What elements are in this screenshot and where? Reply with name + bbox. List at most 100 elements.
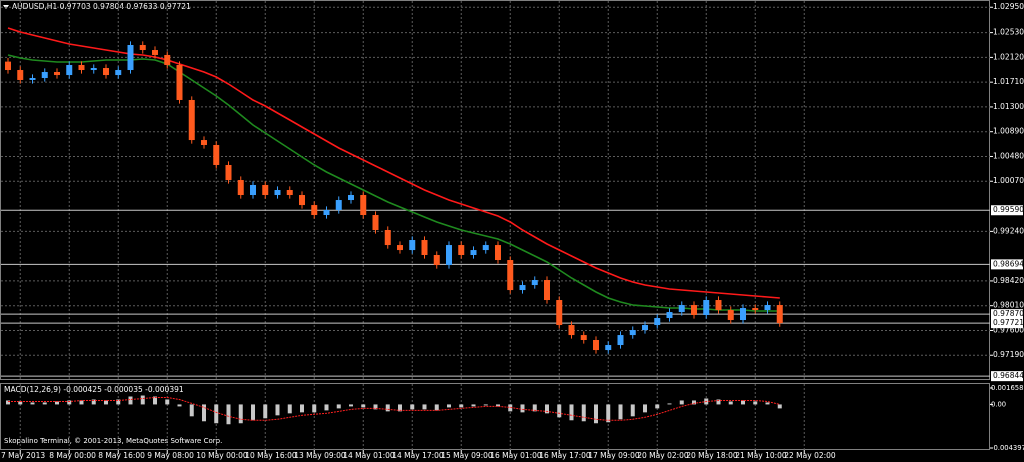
candle-body: [544, 280, 550, 301]
candle-body: [642, 325, 648, 331]
candle-body: [29, 77, 36, 80]
candle-body: [384, 229, 391, 246]
candle-body: [458, 245, 465, 256]
macd-bar: [569, 404, 574, 421]
candle-body: [482, 245, 489, 251]
candle-body: [764, 305, 771, 311]
candle-body: [17, 70, 24, 80]
macd-bar: [643, 404, 647, 413]
macd-bar: [618, 404, 623, 420]
y-tick-label: 0.97190: [993, 350, 1024, 359]
y-tick-label: 1.00070: [993, 176, 1024, 185]
x-tick-label: 20 May 02:00: [637, 451, 689, 460]
candle-body: [78, 65, 85, 71]
high-readout: 0.97804: [93, 2, 124, 11]
candle-body: [409, 240, 416, 251]
macd-bar: [471, 404, 476, 407]
candle-body: [446, 245, 452, 266]
y-tick-label: 0.001658: [991, 384, 1023, 392]
candle-body: [299, 195, 305, 206]
macd-bar: [422, 404, 427, 410]
x-tick-label: 10 May 00:00: [196, 451, 248, 460]
macd-bar: [128, 396, 133, 405]
macd-bar: [251, 404, 255, 421]
level-label-box: [991, 259, 1023, 270]
x-tick-label: 8 May 16:00: [98, 451, 145, 460]
candle-body: [433, 255, 440, 266]
macd-bar: [630, 404, 635, 417]
macd-bar: [692, 400, 696, 405]
candle-body: [188, 99, 195, 141]
candle-body: [507, 260, 514, 291]
candle-body: [164, 54, 171, 66]
macd-bar: [30, 402, 35, 405]
candle-body: [617, 335, 624, 346]
macd-bar: [336, 404, 341, 409]
macd-bar: [140, 395, 145, 405]
y-tick-label: 0.98010: [993, 301, 1024, 310]
y-tick-label: 1.01710: [993, 77, 1024, 86]
x-tick-label: 20 May 18:00: [686, 451, 738, 460]
x-tick-label: 14 May 01:00: [343, 451, 395, 460]
macd-bar: [238, 404, 243, 424]
candle-body: [470, 250, 477, 256]
candle-body: [691, 305, 697, 315]
macd-bar: [520, 404, 525, 413]
candle-body: [311, 205, 318, 216]
macd-bar: [18, 401, 23, 405]
candle-body: [629, 330, 636, 336]
candle-body: [666, 312, 673, 319]
level-label: 0.99590: [993, 205, 1024, 214]
macd-readout: -0.000425: [63, 385, 102, 394]
x-tick-label: 16 May 01:00: [490, 451, 542, 460]
candle-body: [66, 65, 73, 76]
level-label: 0.96844: [993, 371, 1024, 380]
macd-bar: [557, 404, 562, 418]
y-tick-label: 0.00: [991, 400, 1006, 408]
candle-body: [752, 308, 759, 311]
macd-header: MACD(12,26,9) -0.000425 -0.000035 -0.000…: [4, 385, 184, 394]
candle-body: [593, 340, 599, 351]
macd-bar: [655, 404, 660, 409]
macd-title: MACD(12,26,9): [4, 385, 61, 394]
macd-bar: [434, 404, 439, 411]
level-label-box: [991, 205, 1023, 216]
macd-bar: [606, 404, 611, 423]
macd-bar: [300, 404, 304, 413]
macd-bar: [177, 404, 182, 407]
candle-body: [568, 325, 575, 336]
level-label-box: [991, 318, 1023, 329]
macd-bar: [67, 400, 72, 405]
macd-bar: [447, 404, 451, 408]
candle-body: [776, 305, 783, 324]
candle-body: [41, 72, 48, 78]
macd-bar: [263, 404, 268, 419]
signal-line: [8, 397, 780, 421]
macd-bar: [189, 404, 194, 417]
macd-bar: [716, 399, 721, 405]
y-tick-label: 1.02950: [993, 2, 1024, 11]
x-tick-label: 22 May 02:00: [784, 451, 836, 460]
macd-bar: [214, 404, 219, 424]
candle-body: [421, 240, 428, 256]
y-tick-label: 1.00890: [993, 127, 1024, 136]
macd-bar: [6, 400, 10, 405]
y-tick-label: 0.97600: [993, 325, 1024, 334]
candle-body: [654, 318, 661, 326]
candle-body: [262, 184, 269, 196]
macd-bar: [373, 404, 378, 410]
x-tick-label: 17 May 09:00: [588, 451, 640, 460]
macd-bar: [545, 404, 549, 414]
candle-body: [519, 285, 526, 291]
x-tick-label: 14 May 17:00: [392, 451, 444, 460]
level-label: 0.98694: [993, 259, 1024, 268]
candle-body: [115, 70, 122, 76]
level-label: 0.97721: [993, 318, 1024, 327]
macd-bar: [398, 404, 402, 412]
candle-body: [127, 45, 134, 71]
macd-bar: [312, 404, 317, 413]
header: AUDUSD,H1 0.97703 0.97804 0.97633 0.9772…: [12, 2, 191, 11]
x-tick-label: 15 May 09:00: [441, 451, 493, 460]
